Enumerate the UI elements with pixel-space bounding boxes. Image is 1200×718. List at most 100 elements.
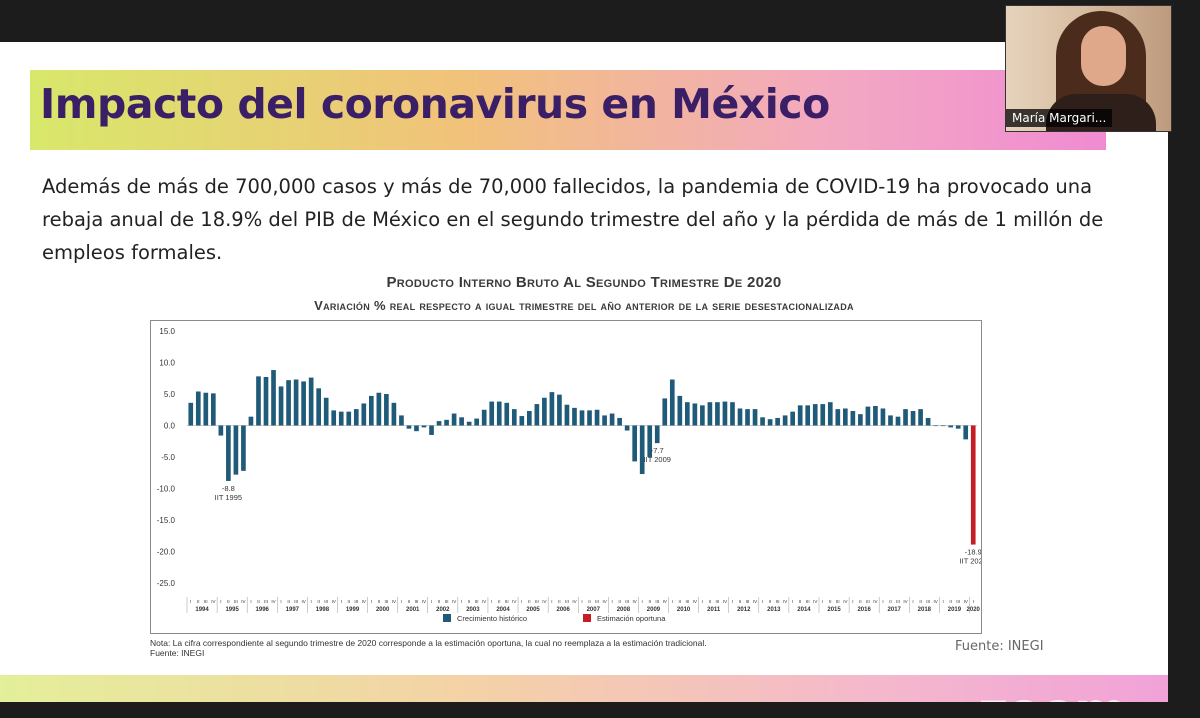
quarter-tick-label: II (528, 599, 531, 604)
bar-historico (323, 397, 329, 426)
legend-label-historico: Crecimiento histórico (457, 614, 527, 623)
quarter-tick-label: IV (813, 599, 817, 604)
participant-video[interactable]: María Margari... (1005, 5, 1172, 132)
quarter-tick-label: II (348, 599, 351, 604)
bar-historico (263, 376, 269, 426)
chart-note-line: Nota: La cifra correspondiente al segund… (150, 638, 707, 648)
quarter-tick-label: IV (903, 599, 907, 604)
y-tick-label: -25.0 (157, 579, 176, 588)
quarter-tick-label: IV (452, 599, 456, 604)
bar-historico (730, 402, 735, 426)
annotation-value: -7.7 (651, 446, 664, 455)
quarter-tick-label: IV (422, 599, 426, 604)
quarter-tick-label: II (618, 599, 621, 604)
quarter-tick-label: I (491, 599, 492, 604)
year-tick-label: 2010 (677, 607, 691, 613)
quarter-tick-label: II (829, 599, 832, 604)
bar-historico (301, 381, 306, 426)
year-tick-label: 2001 (406, 607, 420, 613)
quarter-tick-label: II (889, 599, 892, 604)
year-tick-label: 2008 (617, 607, 631, 613)
quarter-tick-label: I (401, 599, 402, 604)
y-tick-label: 0.0 (164, 422, 176, 431)
quarter-tick-label: III (926, 599, 930, 604)
bar-historico (662, 398, 668, 426)
slide: Impacto del coronavirus en México Además… (0, 42, 1168, 702)
year-tick-label: 2016 (857, 607, 871, 613)
quarter-tick-label: I (431, 599, 432, 604)
quarter-tick-label: I (341, 599, 342, 604)
year-tick-label: 1996 (256, 607, 270, 613)
bar-historico (925, 417, 931, 426)
year-tick-label: 2017 (888, 607, 902, 613)
quarter-tick-label: III (746, 599, 750, 604)
quarter-tick-label: III (445, 599, 449, 604)
quarter-tick-label: I (943, 599, 944, 604)
quarter-tick-label: I (461, 599, 462, 604)
bar-historico (827, 402, 833, 426)
quarter-tick-label: II (498, 599, 501, 604)
quarter-tick-label: III (806, 599, 810, 604)
chart-frame: 15.0 10.0 5.0 0.0 -5.0 -10.0 -15.0 -20.0 -25.0 I I… (150, 320, 982, 634)
quarter-tick-label: III (415, 599, 419, 604)
bar-historico (414, 425, 419, 432)
quarter-tick-label: I (912, 599, 913, 604)
quarter-tick-label: III (896, 599, 900, 604)
bar-historico (579, 410, 585, 426)
bar-historico (188, 402, 194, 426)
quarter-tick-label: IV (301, 599, 305, 604)
quarter-tick-label: III (565, 599, 569, 604)
bar-historico (557, 394, 562, 426)
bar-historico (218, 425, 224, 436)
quarter-tick-label: IV (572, 599, 576, 604)
quarter-tick-label: II (378, 599, 381, 604)
year-tick-label: 2000 (376, 607, 390, 613)
quarter-tick-label: I (581, 599, 582, 604)
bar-historico (233, 425, 239, 475)
bar-historico (677, 395, 683, 426)
year-tick-label: 2006 (557, 607, 571, 613)
bar-historico (888, 415, 893, 426)
quarter-tick-label: I (521, 599, 522, 604)
bar-historico (624, 425, 630, 431)
bar-historico (617, 417, 622, 426)
bar-historico (361, 403, 367, 426)
quarter-tick-label: I (371, 599, 372, 604)
year-tick-label: 2009 (647, 607, 661, 613)
quarter-tick-label: I (672, 599, 673, 604)
bar-historico (903, 409, 908, 426)
bar-historico (782, 415, 788, 426)
bar-historico (511, 409, 517, 426)
quarter-tick-label: I (973, 599, 974, 604)
bar-historico (338, 411, 344, 426)
bar-historico (707, 402, 713, 426)
bar-historico (820, 404, 826, 426)
bar-historico (496, 401, 502, 426)
slide-body-text: Además de más de 700,000 casos y más de … (42, 175, 1104, 264)
quarter-tick-label: III (685, 599, 689, 604)
quarter-tick-label: II (648, 599, 651, 604)
year-tick-label: 2012 (737, 607, 751, 613)
bar-historico (955, 425, 961, 429)
quarter-tick-label: II (408, 599, 411, 604)
bar-historico (399, 415, 404, 426)
quarter-tick-label: II (468, 599, 471, 604)
bar-historico (444, 419, 449, 426)
year-tick-label: 2018 (918, 607, 932, 613)
bar-historico (527, 411, 532, 426)
quarter-tick-label: III (204, 599, 208, 604)
quarter-tick-label: I (852, 599, 853, 604)
bar-historico (436, 421, 442, 426)
bar-historico (542, 397, 547, 426)
quarter-tick-label: II (287, 599, 290, 604)
quarter-tick-label: II (679, 599, 682, 604)
year-tick-label: 1999 (346, 607, 360, 613)
quarter-tick-label: II (769, 599, 772, 604)
legend-swatch-historico (443, 614, 451, 622)
bar-historico (767, 419, 773, 426)
y-tick-label: 15.0 (159, 327, 175, 336)
bar-historico (481, 409, 487, 426)
bar-historico (669, 379, 675, 426)
quarter-tick-label: IV (211, 599, 215, 604)
quarter-tick-label: I (642, 599, 643, 604)
